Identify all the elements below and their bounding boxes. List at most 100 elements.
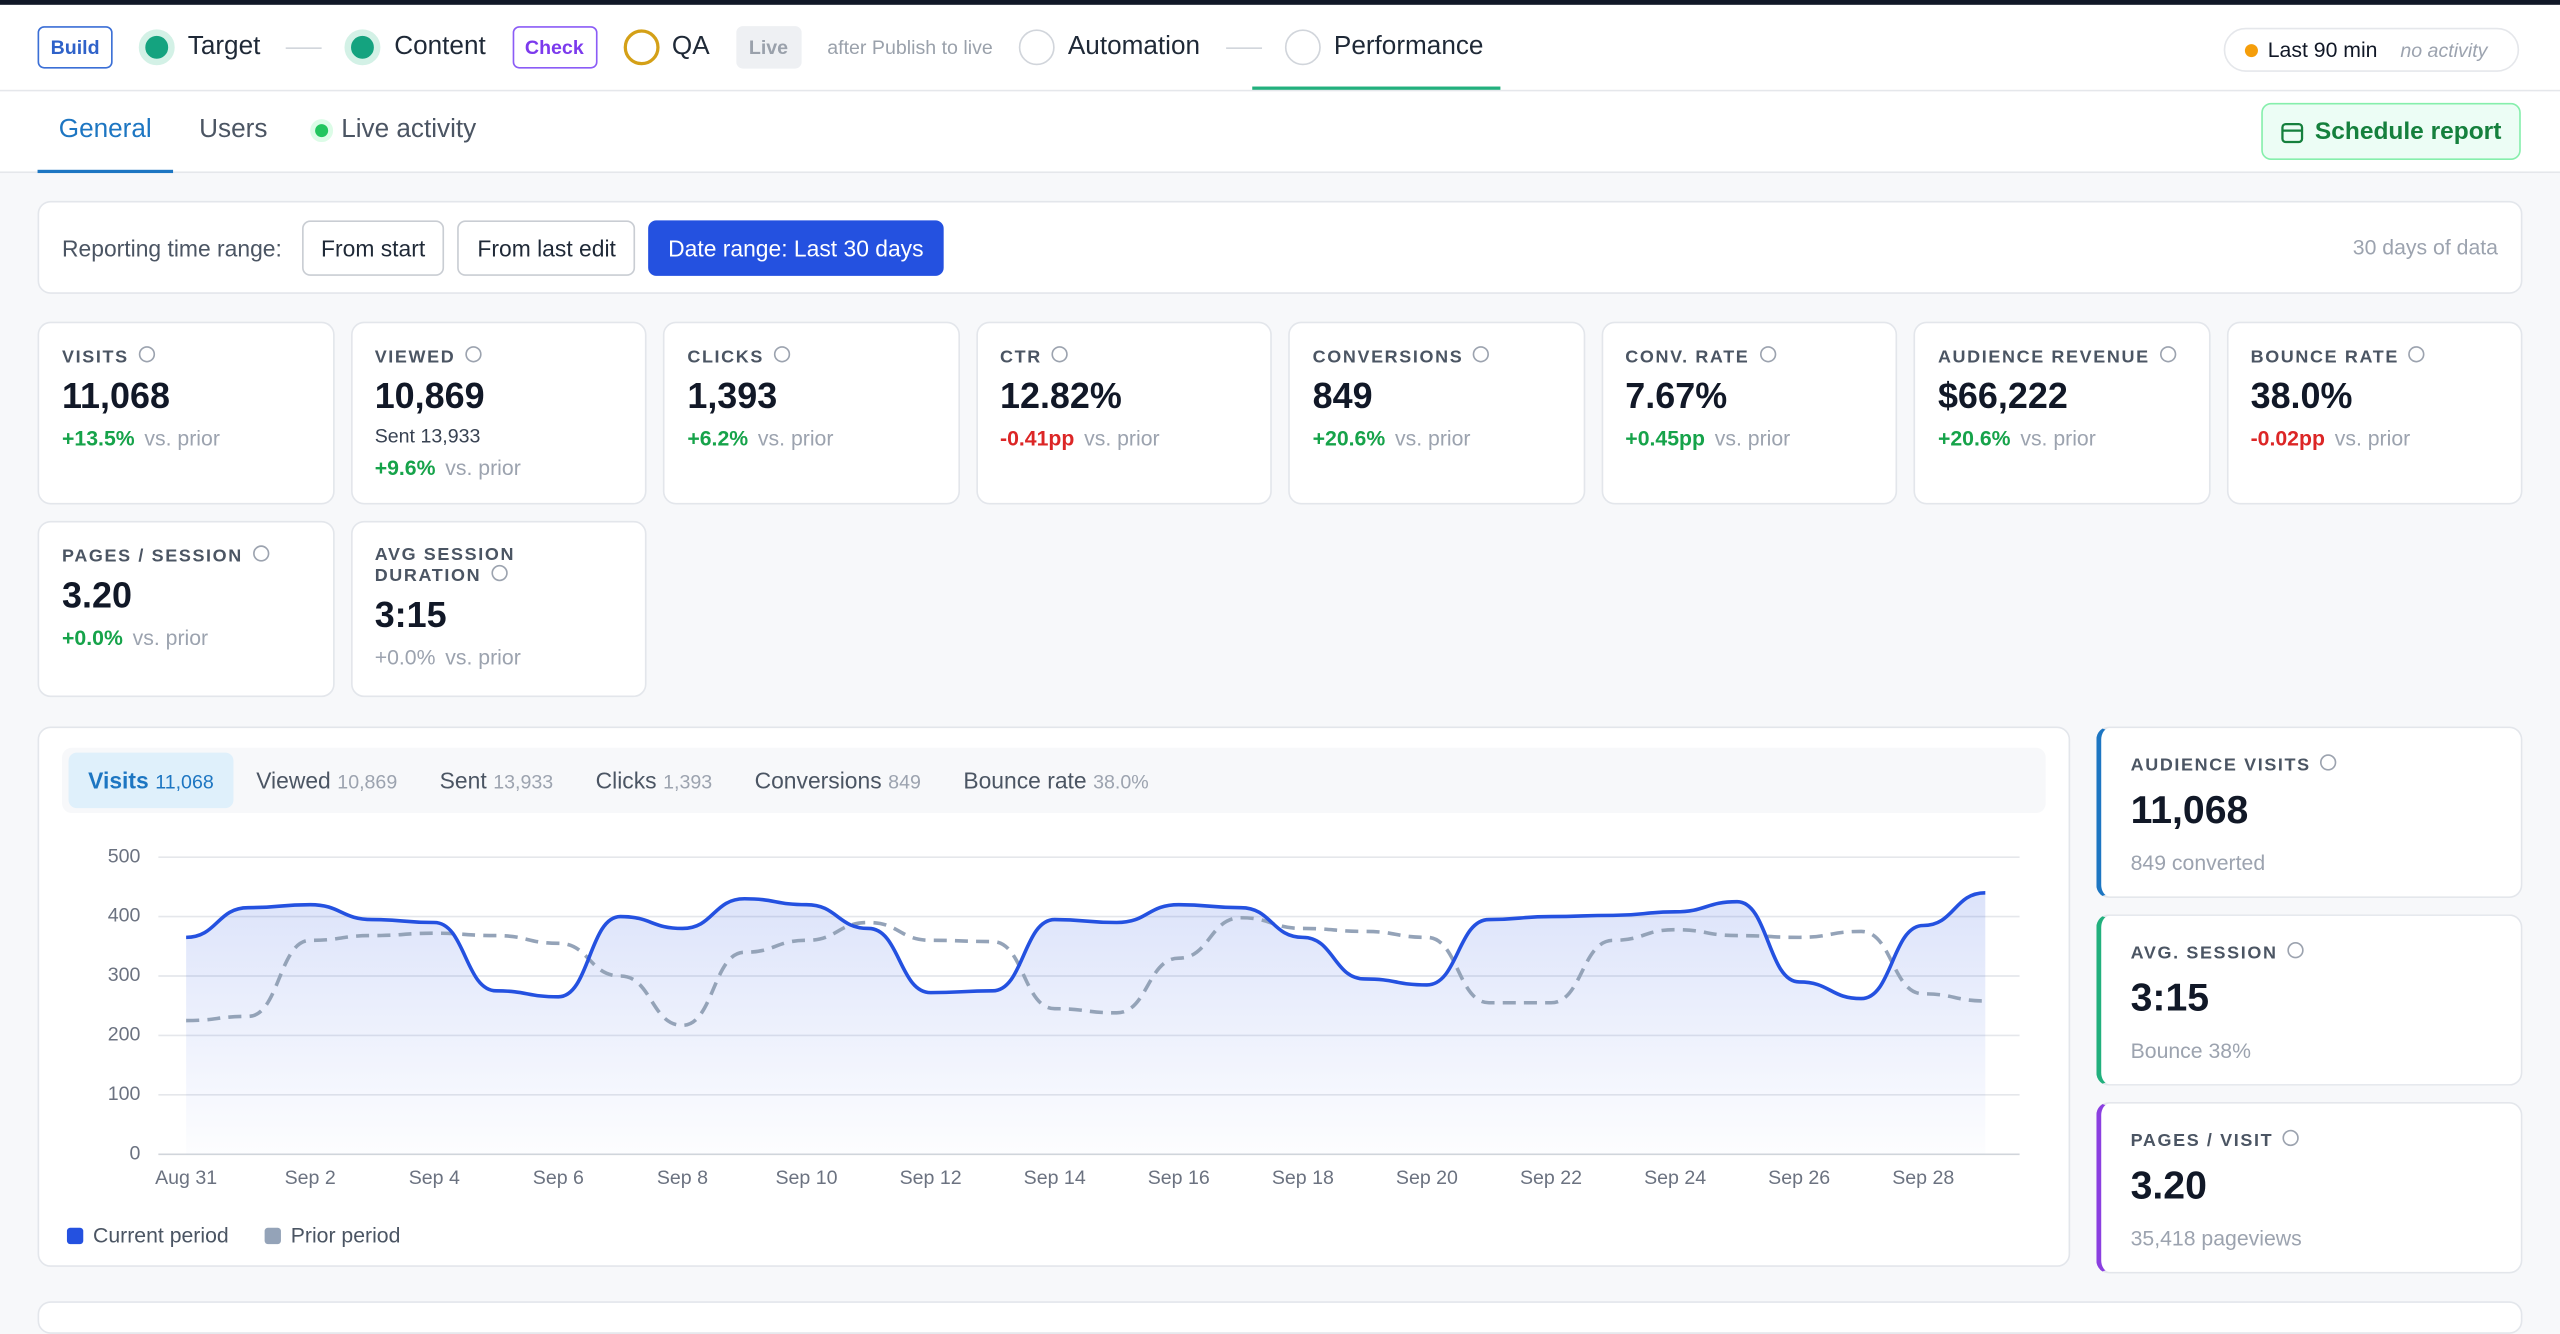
top-nav: Build Target Content Check QA Live after Publi…: [0, 4, 2560, 92]
kpi-sub-value: 13,933: [420, 424, 481, 448]
side-label-text: PAGES / VISIT: [2130, 1131, 2274, 1152]
kpi-label-text: CONV. RATE: [1625, 347, 1750, 368]
chart-tab-label: Clicks: [595, 767, 657, 794]
y-tick-label: 500: [108, 845, 141, 867]
step[interactable]: Target: [138, 5, 261, 90]
delta: +0.0%: [374, 644, 436, 670]
kpi-label: CLICKS: [687, 346, 934, 367]
range-option[interactable]: Date range: Last 30 days: [648, 219, 944, 276]
chart-tab[interactable]: Sent 13,933: [420, 753, 573, 809]
kpi-label-text: BOUNCE RATE: [2250, 347, 2399, 368]
live-dot: [310, 119, 334, 143]
step[interactable]: QA: [622, 5, 710, 90]
step-icon: [1018, 29, 1055, 66]
legend-label: Current period: [93, 1224, 229, 1247]
chart-tab[interactable]: Conversions 849: [735, 753, 940, 809]
chart-tab[interactable]: Visits 11,068: [68, 752, 234, 809]
kpi-delta: +20.6% vs. prior: [1938, 426, 2185, 450]
side-label-text: AVG. SESSION: [2130, 943, 2278, 964]
step-badge: Check: [511, 26, 597, 69]
y-tick-label: 100: [108, 1083, 141, 1105]
step-label: Automation: [1067, 32, 1201, 61]
range-option[interactable]: From last edit: [457, 219, 636, 276]
kpi-delta: +9.6% vs. prior: [375, 456, 622, 480]
tab[interactable]: Live activity: [310, 91, 476, 169]
delta: -0.02pp: [2250, 426, 2325, 451]
chart-tab-label: Sent: [439, 767, 487, 794]
x-tick-label: Sep 28: [1892, 1167, 1954, 1189]
step-badge: Live: [735, 26, 802, 69]
side-card: AUDIENCE VISITS 11,068 849 converted: [2096, 726, 2523, 898]
kpi-label: VISITS: [62, 346, 309, 367]
kpi-card: VISITS 11,068 +13.5% vs. prior: [37, 321, 334, 505]
side-note: 35,418 pageviews: [2130, 1226, 2302, 1251]
kpi-label-text: PAGES / SESSION: [62, 546, 243, 567]
y-tick-label: 0: [130, 1142, 141, 1164]
tab[interactable]: General: [37, 91, 173, 174]
y-tick-label: 400: [108, 905, 141, 927]
side-value: 11,068: [2130, 788, 2249, 833]
step-icon: [345, 29, 382, 66]
step[interactable]: Automation: [1018, 5, 1201, 90]
step[interactable]: Performance: [1252, 5, 1500, 90]
kpi-value: 38.0%: [2250, 375, 2353, 417]
delta: +0.45pp: [1625, 426, 1705, 451]
info-icon: [465, 346, 482, 363]
status-label: Last 90 min: [2267, 37, 2378, 63]
delta-suffix: vs. prior: [757, 426, 834, 451]
kpi-value: 12.82%: [999, 375, 1122, 417]
kpi-label: PAGES / SESSION: [62, 545, 309, 567]
kpi-delta: +0.0% vs. prior: [62, 625, 309, 649]
chart-tab[interactable]: Clicks 1,393: [576, 753, 732, 809]
info-icon: [1051, 346, 1068, 363]
info-icon: [2283, 1129, 2300, 1147]
kpi-value: 7.67%: [1625, 375, 1728, 417]
x-tick-label: Aug 31: [155, 1167, 217, 1189]
chart-tab-value: 13,933: [493, 770, 554, 794]
chart-tab[interactable]: Bounce rate 38.0%: [944, 753, 1169, 809]
kpi-delta: -0.02pp vs. prior: [2251, 426, 2498, 450]
x-tick-label: Sep 18: [1272, 1167, 1334, 1189]
delta: +0.0%: [62, 625, 123, 650]
kpi-card: PAGES / SESSION 3.20 +0.0% vs. prior: [37, 520, 334, 698]
kpi-label-text: CLICKS: [687, 347, 765, 368]
kpi-value: 11,068: [62, 375, 170, 417]
status-pill[interactable]: Last 90 min no activity: [2223, 27, 2520, 72]
step-label: QA: [671, 32, 710, 61]
step-separator: [286, 46, 323, 49]
delta-suffix: vs. prior: [132, 625, 209, 650]
kpi-label: BOUNCE RATE: [2251, 346, 2498, 367]
range-option[interactable]: From start: [301, 219, 445, 276]
chart-tab[interactable]: Viewed 10,869: [237, 753, 417, 809]
step[interactable]: Content: [345, 5, 486, 90]
delta-suffix: vs. prior: [445, 644, 521, 670]
side-value: 3.20: [2130, 1164, 2207, 1209]
schedule-button[interactable]: Schedule report: [2261, 102, 2521, 160]
side-note: 849 converted: [2130, 850, 2266, 876]
kpi-label: CONVERSIONS: [1313, 346, 1560, 367]
legend-label: Prior period: [291, 1224, 401, 1247]
delta: +13.5%: [62, 426, 135, 451]
info-icon: [773, 346, 791, 363]
delta: +9.6%: [374, 455, 436, 480]
delta-suffix: vs. prior: [445, 455, 521, 480]
step-label: Performance: [1333, 32, 1484, 61]
tab-bar: General Users Live activity Schedule rep…: [0, 91, 2560, 174]
kpi-value: 10,869: [374, 375, 485, 417]
legend-swatch: [66, 1227, 84, 1245]
kpi-value: $66,222: [1937, 375, 2068, 417]
step-badge: Build: [37, 26, 113, 69]
kpi-label-text: VISITS: [62, 347, 129, 368]
kpi-value: 1,393: [687, 375, 778, 417]
tab[interactable]: Users: [199, 115, 268, 144]
info-icon: [2287, 942, 2304, 959]
side-label-text: AUDIENCE VISITS: [2130, 755, 2311, 776]
step-label: Target: [187, 32, 261, 61]
kpi-card: CLICKS 1,393 +6.2% vs. prior: [662, 321, 960, 505]
kpi-delta: -0.41pp vs. prior: [1000, 426, 1247, 450]
chart-tab-label: Viewed: [256, 767, 331, 794]
delta-suffix: vs. prior: [2020, 426, 2096, 451]
info-icon: [2320, 754, 2337, 771]
info-icon: [138, 346, 155, 363]
